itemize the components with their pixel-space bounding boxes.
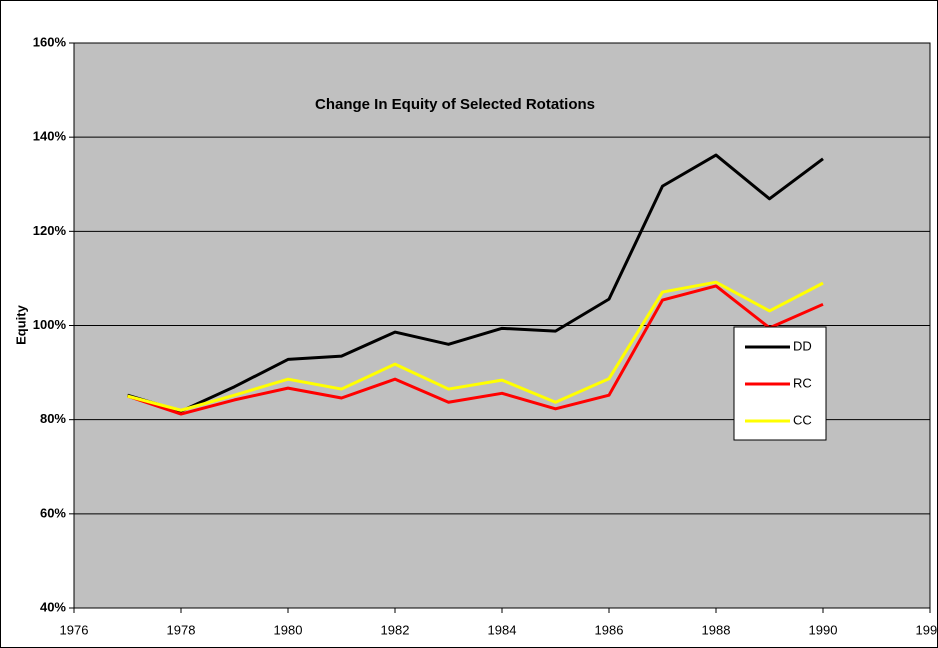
x-tick-label: 1982: [381, 622, 410, 637]
y-tick-label: 60%: [40, 505, 66, 520]
x-tick-label: 1980: [274, 622, 303, 637]
line-series: [127, 284, 824, 416]
line-series: [127, 153, 824, 413]
y-axis-label: Equity: [13, 304, 28, 344]
y-tick-label: 80%: [40, 411, 66, 426]
y-tick-label: 120%: [33, 223, 67, 238]
x-tick-label: 1992: [916, 622, 938, 637]
y-tick-label: 160%: [33, 34, 67, 49]
y-tick-label: 100%: [33, 317, 67, 332]
line-series: [127, 280, 824, 412]
x-tick-label: 1984: [488, 622, 517, 637]
legend-label: CC: [793, 412, 812, 427]
legend-label: RC: [793, 375, 812, 390]
y-tick-label: 40%: [40, 599, 66, 614]
chart-title: Change In Equity of Selected Rotations: [315, 96, 595, 113]
legend-label: DD: [793, 338, 812, 353]
x-tick-label: 1990: [809, 622, 838, 637]
x-tick-label: 1986: [595, 622, 624, 637]
x-tick-label: 1988: [702, 622, 731, 637]
x-tick-label: 1978: [167, 622, 196, 637]
x-tick-label: 1976: [60, 622, 89, 637]
y-tick-label: 140%: [33, 129, 67, 144]
